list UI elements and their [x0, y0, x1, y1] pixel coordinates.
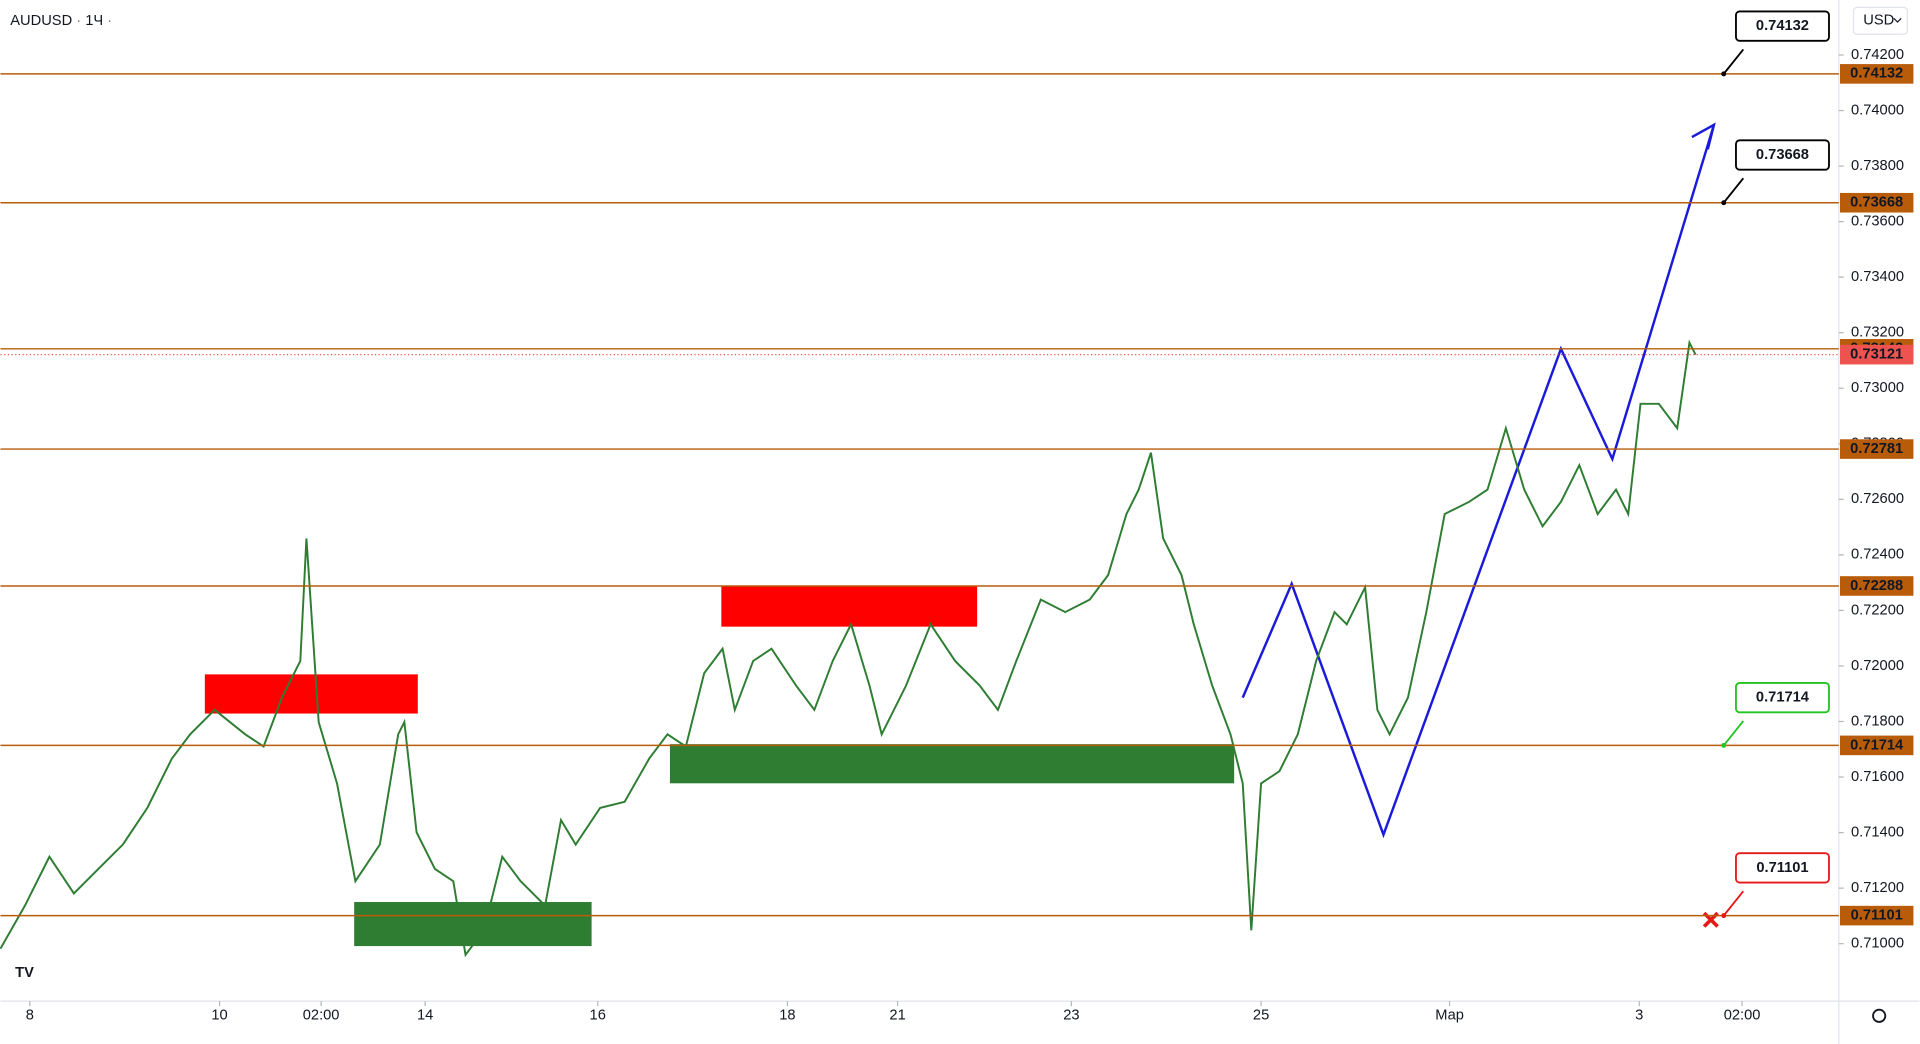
y-tick-label: 0.72600 [1851, 491, 1904, 507]
y-tick-label: 0.73800 [1851, 158, 1904, 174]
callout-box [1735, 852, 1830, 884]
y-tick-label: 0.73200 [1851, 325, 1904, 341]
y-tick-label: 0.73600 [1851, 213, 1904, 229]
level-badge [1839, 576, 1914, 596]
x-tick-label: 14 [417, 1008, 433, 1024]
symbol: AUDUSD [10, 13, 72, 29]
level-label: 0.71101 [1851, 908, 1903, 924]
x-tick-label: Мар [1435, 1008, 1464, 1024]
x-tick-label: 02:00 [1724, 1008, 1761, 1024]
x-tick-label: 23 [1063, 1008, 1079, 1024]
callout-label: 0.71714 [1756, 690, 1810, 706]
callout-label: 0.74132 [1756, 18, 1809, 34]
callout-anchor [1721, 200, 1727, 206]
level-badge [1839, 735, 1914, 756]
callout-pointer [1723, 177, 1745, 204]
symbol-title: AUDUSD · 1Ч · [10, 13, 112, 29]
callout-box [1735, 139, 1830, 171]
y-tick-label: 0.74200 [1851, 47, 1904, 63]
callout-pointer [1723, 720, 1745, 746]
y-tick-label: 0.71800 [1851, 713, 1904, 729]
callout-label: 0.73668 [1756, 147, 1809, 163]
dropdown-icon [1893, 17, 1902, 23]
y-tick-label: 0.71200 [1851, 880, 1904, 896]
x-tick-label: 18 [779, 1008, 795, 1024]
level-badge [1839, 192, 1914, 213]
forecast-arrow [1241, 124, 1716, 839]
level-badge [1839, 439, 1914, 459]
x-tick-label: 16 [590, 1008, 606, 1024]
supply-zone [721, 586, 978, 627]
y-tick-label: 0.73400 [1851, 269, 1904, 285]
settings-icon[interactable] [1872, 1008, 1887, 1023]
level-label: 0.74132 [1850, 66, 1903, 82]
x-tick-label: 10 [211, 1008, 227, 1024]
y-tick-label: 0.72200 [1851, 602, 1904, 618]
x-tick-label: 8 [26, 1008, 34, 1024]
y-tick-label: 0.71400 [1851, 824, 1904, 840]
last-price-label: 0.73121 [1850, 347, 1903, 363]
x-tick-label: 02:00 [303, 1008, 340, 1024]
y-tick-label: 0.74000 [1851, 102, 1904, 118]
price-line [0, 339, 1697, 958]
x-tick-label: 3 [1635, 1008, 1643, 1024]
interval: 1Ч [85, 13, 103, 29]
callout-pointer [1723, 48, 1745, 75]
callout-box [1735, 682, 1830, 714]
x-tick-label: 25 [1253, 1008, 1269, 1024]
callout-anchor [1721, 71, 1727, 77]
demand-zone [354, 902, 592, 947]
demand-zone [669, 744, 1235, 784]
logo: TV [15, 965, 34, 981]
callout-anchor [1721, 742, 1727, 748]
y-tick-label: 0.73000 [1851, 380, 1904, 396]
arrow-head [1691, 122, 1716, 150]
currency[interactable]: USD [1863, 13, 1894, 29]
currency-button[interactable] [1852, 6, 1908, 35]
callout-pointer [1723, 890, 1745, 917]
last-price-badge [1839, 344, 1914, 365]
callout-label: 0.71101 [1756, 860, 1808, 876]
plot-area [0, 122, 1719, 958]
level-badge [1839, 64, 1914, 84]
y-tick-label: 0.72000 [1851, 658, 1904, 674]
x-tick-label: 21 [889, 1008, 905, 1024]
level-label: 0.72288 [1850, 578, 1903, 594]
callout-box [1735, 10, 1830, 42]
y-tick-label: 0.72400 [1851, 547, 1904, 563]
level-label: 0.71714 [1850, 737, 1904, 753]
level-label: 0.73668 [1850, 195, 1903, 211]
callout-anchor [1721, 913, 1727, 919]
y-tick-label: 0.71600 [1851, 769, 1904, 785]
level-label: 0.72781 [1850, 441, 1903, 457]
supply-zone [204, 674, 418, 714]
level-badge [1839, 905, 1914, 926]
y-tick-label: 0.71000 [1851, 936, 1904, 952]
